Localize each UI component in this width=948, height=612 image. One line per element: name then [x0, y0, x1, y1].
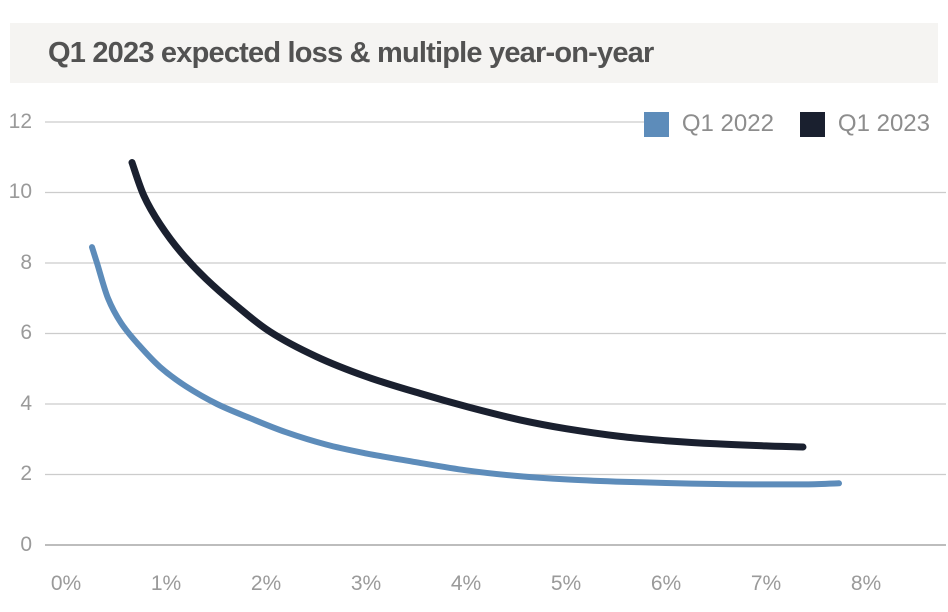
legend-swatch-q1-2023 — [799, 111, 825, 137]
x-axis-tick-6pct: 6% — [650, 572, 682, 595]
y-axis-tick-2: 2 — [20, 462, 32, 485]
x-axis-tick-0pct: 0% — [50, 572, 82, 595]
x-axis-tick-5pct: 5% — [550, 572, 582, 595]
legend: Q1 2022 Q1 2023 — [643, 105, 948, 143]
series-line-q1-2023 — [128, 159, 807, 451]
y-axis-tick-0: 0 — [20, 533, 32, 556]
y-axis-tick-10: 10 — [8, 180, 32, 203]
x-axis-tick-4pct: 4% — [450, 572, 482, 595]
y-axis-tick-8: 8 — [20, 251, 32, 274]
legend-item-q1-2022: Q1 2022 — [643, 110, 774, 138]
x-axis-tick-2pct: 2% — [250, 572, 282, 595]
y-axis-tick-6: 6 — [20, 321, 32, 344]
chart-title: Q1 2023 expected loss & multiple year-on… — [48, 37, 654, 69]
chart-title-band: Q1 2023 expected loss & multiple year-on… — [10, 23, 938, 83]
series-line-q1-2022 — [89, 244, 842, 488]
legend-item-q1-2023: Q1 2023 — [799, 110, 930, 138]
x-axis-tick-8pct: 8% — [850, 572, 882, 595]
x-axis-tick-1pct: 1% — [150, 572, 182, 595]
x-axis-tick-3pct: 3% — [350, 572, 382, 595]
legend-swatch-q1-2022 — [643, 111, 669, 137]
x-axis-tick-7pct: 7% — [750, 572, 782, 595]
y-axis-tick-12: 12 — [8, 110, 32, 133]
legend-label-q1-2023: Q1 2023 — [837, 110, 930, 137]
legend-label-q1-2022: Q1 2022 — [681, 110, 774, 137]
y-axis-tick-4: 4 — [20, 392, 32, 415]
